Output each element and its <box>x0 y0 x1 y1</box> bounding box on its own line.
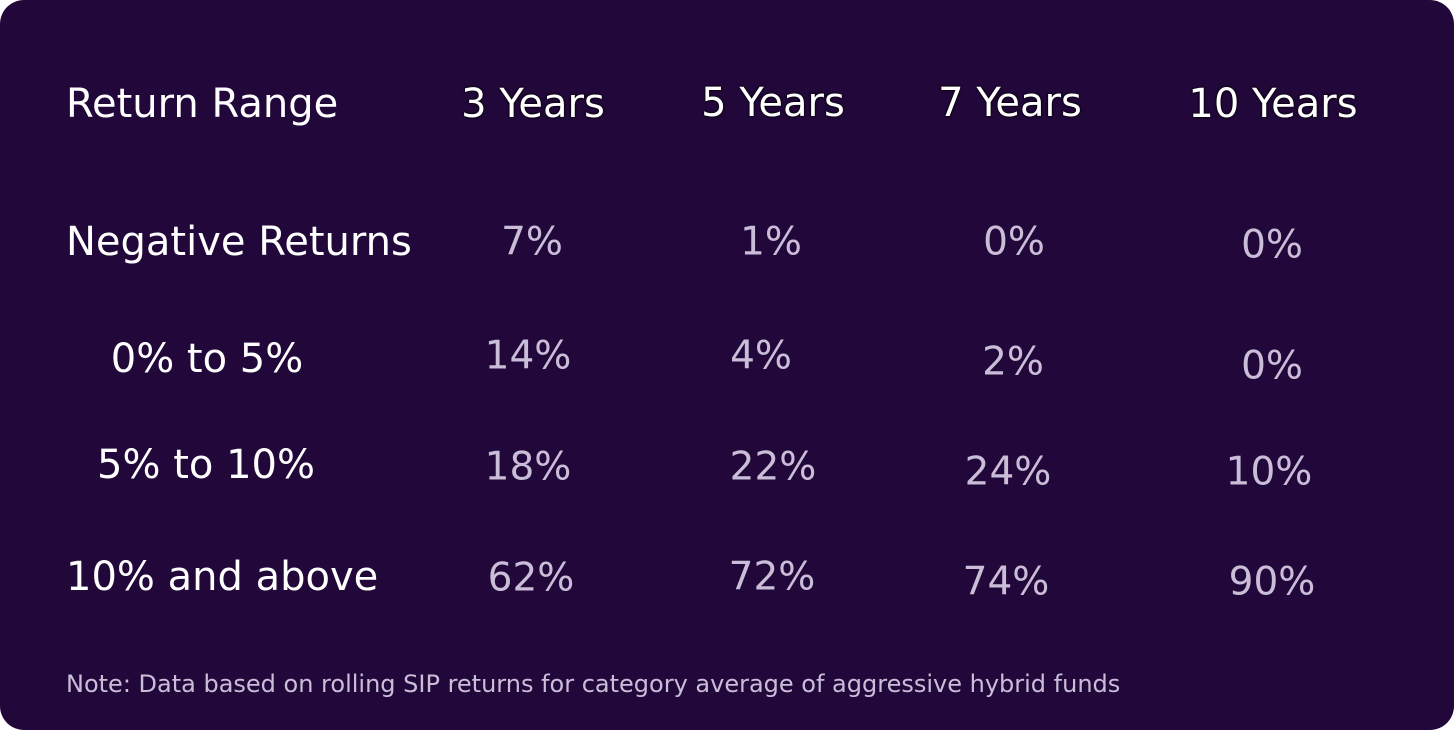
header-return-range: Return Range <box>66 81 339 127</box>
value-5-10-5y: 22% <box>729 444 817 490</box>
value-0-5-3y: 14% <box>484 333 572 379</box>
row-label-negative-returns: Negative Returns <box>66 219 412 265</box>
header-3-years: 3 Years <box>461 81 605 127</box>
row-label-5-to-10: 5% to 10% <box>97 442 315 488</box>
header-7-years: 7 Years <box>938 80 1082 126</box>
value-0-5-5y: 4% <box>730 333 792 379</box>
row-label-0-to-5: 0% to 5% <box>110 336 304 382</box>
header-5-years: 5 Years <box>701 80 845 126</box>
value-10-above-7y: 74% <box>962 559 1050 605</box>
value-5-10-7y: 24% <box>964 449 1052 495</box>
value-10-above-5y: 72% <box>728 554 816 600</box>
row-label-10-and-above: 10% and above <box>66 554 379 600</box>
value-0-5-10y: 0% <box>1241 343 1303 389</box>
value-5-10-3y: 18% <box>484 444 572 490</box>
value-negative-3y: 7% <box>501 219 563 265</box>
value-0-5-7y: 2% <box>982 339 1044 385</box>
value-5-10-10y: 10% <box>1225 449 1313 495</box>
value-10-above-10y: 90% <box>1228 559 1316 605</box>
value-10-above-3y: 62% <box>487 555 575 601</box>
value-negative-10y: 0% <box>1241 222 1303 268</box>
value-negative-5y: 1% <box>740 219 802 265</box>
header-10-years: 10 Years <box>1188 81 1358 127</box>
value-negative-7y: 0% <box>983 219 1045 265</box>
footnote: Note: Data based on rolling SIP returns … <box>66 670 1121 698</box>
